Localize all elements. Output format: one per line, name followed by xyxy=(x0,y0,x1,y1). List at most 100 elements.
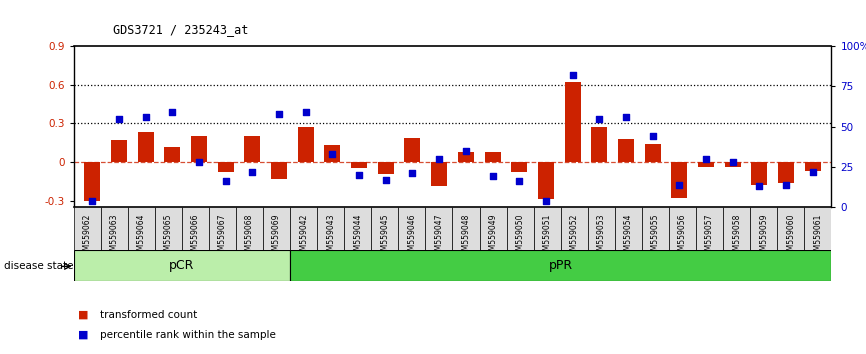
Text: GSM559042: GSM559042 xyxy=(299,213,308,260)
Bar xyxy=(565,82,580,162)
Point xyxy=(139,114,152,120)
Bar xyxy=(209,207,236,250)
Bar xyxy=(618,139,634,162)
Text: pPR: pPR xyxy=(549,259,572,272)
Bar xyxy=(84,162,100,201)
Bar xyxy=(182,207,209,250)
Text: GSM559066: GSM559066 xyxy=(191,213,200,260)
Text: GSM559063: GSM559063 xyxy=(110,213,119,260)
Bar xyxy=(484,152,501,162)
Bar xyxy=(671,162,688,198)
Bar xyxy=(480,207,507,250)
Bar xyxy=(533,207,561,250)
Bar xyxy=(128,207,155,250)
Text: GSM559051: GSM559051 xyxy=(543,213,552,260)
Bar xyxy=(696,207,723,250)
Point xyxy=(459,148,473,154)
Text: GSM559069: GSM559069 xyxy=(272,213,281,260)
Text: GSM559050: GSM559050 xyxy=(515,213,525,260)
Point xyxy=(672,182,686,187)
Point xyxy=(646,133,660,139)
Bar xyxy=(111,140,127,162)
Bar xyxy=(325,145,340,162)
Point xyxy=(432,156,446,161)
Text: GSM559044: GSM559044 xyxy=(353,213,362,260)
Bar xyxy=(317,207,345,250)
Bar xyxy=(538,162,554,199)
Point xyxy=(699,156,713,161)
Point xyxy=(272,111,286,116)
Point xyxy=(352,172,366,178)
Bar xyxy=(591,127,607,162)
Bar xyxy=(155,207,182,250)
Point xyxy=(753,183,766,189)
Bar xyxy=(345,207,372,250)
Text: GSM559047: GSM559047 xyxy=(435,213,443,260)
Bar xyxy=(588,207,615,250)
Point xyxy=(299,109,313,115)
Text: GSM559057: GSM559057 xyxy=(705,213,714,260)
Bar xyxy=(725,162,740,167)
Bar xyxy=(404,137,421,162)
Bar xyxy=(778,207,805,250)
Text: GSM559061: GSM559061 xyxy=(813,213,823,260)
Point xyxy=(539,198,553,204)
Bar xyxy=(511,162,527,172)
Bar xyxy=(431,162,447,187)
Bar xyxy=(805,207,831,250)
Bar xyxy=(452,207,480,250)
Point xyxy=(378,177,392,183)
Text: GSM559052: GSM559052 xyxy=(570,213,578,260)
Bar xyxy=(244,136,261,162)
Text: GSM559058: GSM559058 xyxy=(732,213,741,260)
Text: GSM559043: GSM559043 xyxy=(326,213,335,260)
Bar xyxy=(372,207,398,250)
Point xyxy=(565,72,579,78)
Point xyxy=(805,169,819,175)
Point xyxy=(513,178,527,184)
Point xyxy=(726,159,740,165)
Bar xyxy=(236,207,263,250)
Point xyxy=(326,151,339,157)
Point xyxy=(619,114,633,120)
Bar xyxy=(507,207,533,250)
Bar xyxy=(752,162,767,185)
Bar xyxy=(644,144,661,162)
Bar xyxy=(100,207,128,250)
Bar xyxy=(778,162,794,183)
Text: GSM559064: GSM559064 xyxy=(137,213,145,260)
Text: ■: ■ xyxy=(78,310,88,320)
Text: GDS3721 / 235243_at: GDS3721 / 235243_at xyxy=(113,23,248,36)
Text: GSM559062: GSM559062 xyxy=(82,213,92,260)
Bar xyxy=(271,162,287,179)
Bar xyxy=(398,207,425,250)
Point xyxy=(165,109,179,115)
Bar xyxy=(74,250,290,281)
Text: GSM559045: GSM559045 xyxy=(380,213,390,260)
Bar xyxy=(561,207,588,250)
Text: disease state: disease state xyxy=(4,261,74,271)
Bar xyxy=(74,207,100,250)
Text: GSM559046: GSM559046 xyxy=(407,213,417,260)
Bar xyxy=(615,207,642,250)
Bar xyxy=(750,207,778,250)
Text: pCR: pCR xyxy=(169,259,195,272)
Point xyxy=(219,178,233,184)
Bar xyxy=(458,152,474,162)
Bar xyxy=(290,207,317,250)
Text: GSM559048: GSM559048 xyxy=(462,213,470,260)
Text: GSM559067: GSM559067 xyxy=(218,213,227,260)
Point xyxy=(245,169,259,175)
Text: GSM559055: GSM559055 xyxy=(651,213,660,260)
Point xyxy=(486,174,500,179)
Bar xyxy=(217,162,234,172)
Bar xyxy=(642,207,669,250)
Bar xyxy=(165,147,180,162)
Text: GSM559068: GSM559068 xyxy=(245,213,254,260)
Bar xyxy=(138,132,153,162)
Bar xyxy=(698,162,714,167)
Bar xyxy=(723,207,750,250)
Bar xyxy=(351,162,367,169)
Text: GSM559054: GSM559054 xyxy=(624,213,633,260)
Bar xyxy=(805,162,821,171)
